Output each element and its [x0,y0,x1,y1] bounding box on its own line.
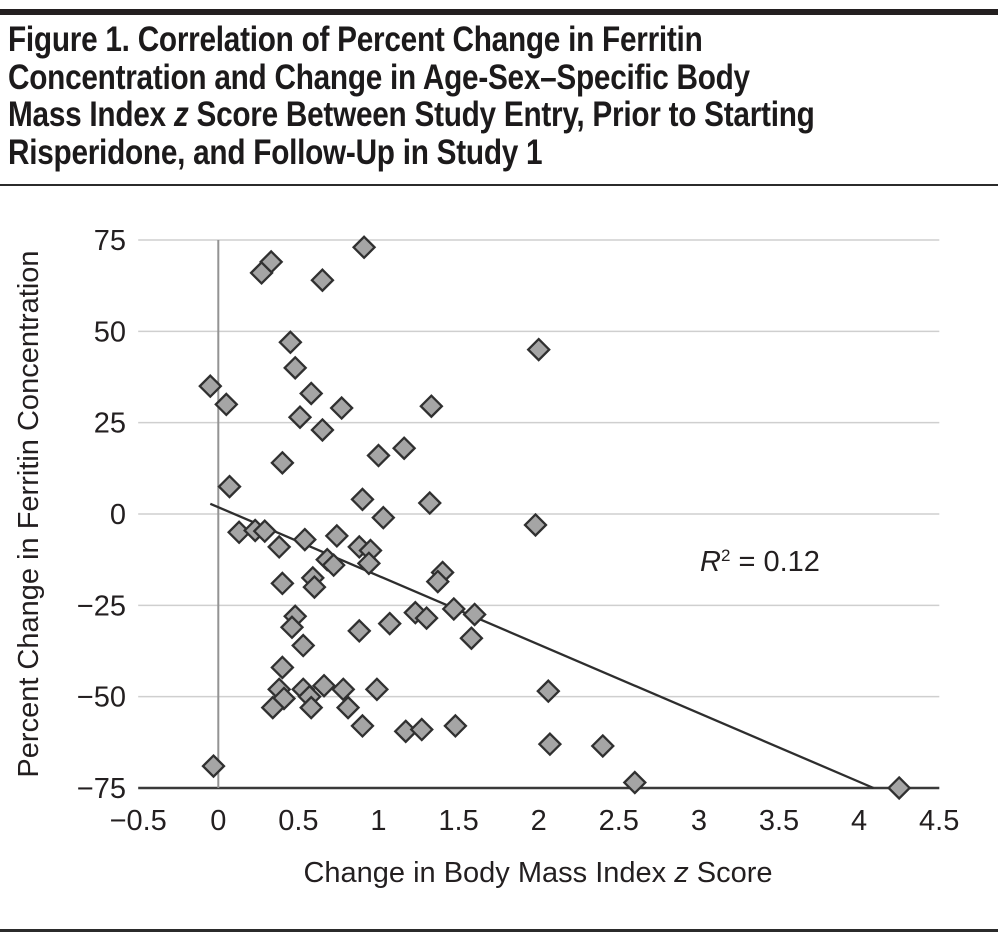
data-point [371,505,396,530]
data-point [419,394,444,419]
data-point [299,381,324,406]
y-tick-label: −25 [77,590,126,622]
data-point [331,677,356,702]
data-point [278,330,303,355]
y-tick-label: 25 [94,408,126,440]
data-point [217,474,242,499]
title-line: Concentration and Change in Age-Sex–Spec… [8,57,750,97]
data-point [299,695,324,720]
data-point [526,337,551,362]
data-point [329,395,354,421]
y-tick-label: 0 [110,499,126,531]
top-rule [0,9,998,15]
data-point [523,512,548,538]
footer-rule [0,929,998,932]
header-rule [0,184,998,186]
data-point [377,611,402,636]
data-point [260,695,285,720]
y-tick-label: 50 [94,316,126,348]
title-text: Mass Index [8,95,174,134]
data-point [310,268,335,293]
data-point [267,534,292,560]
x-tick-label: 0 [210,805,226,837]
x-tick-label: 2.5 [599,805,639,837]
data-point [350,487,375,512]
x-tick-label: 1.5 [438,805,478,837]
data-point [392,436,417,461]
data-point [321,553,346,578]
title-line: Figure 1. Correlation of Percent Change … [8,20,703,59]
data-point [201,753,226,779]
title-italic-z: z [173,95,189,134]
data-point [279,615,305,640]
x-tick-label: 3 [691,805,707,837]
data-point [291,633,316,658]
data-point [351,235,377,260]
data-point [311,673,337,698]
data-point [249,260,274,286]
r-squared-annotation: R2 = 0.12 [700,546,820,578]
data-point [459,626,484,651]
data-point [283,355,308,380]
data-point [347,618,372,644]
data-point [443,713,468,739]
data-point [214,392,239,417]
data-point [324,523,349,549]
title-text: Score Between Study Entry, Prior to Star… [188,95,815,134]
trend-line [209,502,874,790]
data-point [887,775,912,801]
data-point [350,713,375,739]
y-tick-label: −75 [77,773,126,805]
data-point [252,519,277,544]
title-line: Mass Index z Score Between Study Entry, … [8,96,998,134]
x-tick-label: 4 [851,805,867,837]
x-tick-label: 2 [531,805,547,837]
data-point [270,655,295,680]
data-point [366,443,391,468]
data-point [302,574,327,600]
data-point [287,405,313,430]
x-tick-label: −0.5 [110,805,167,837]
y-axis-title: Percent Change in Ferritin Concentration [13,250,45,777]
data-point [409,717,434,742]
x-tick-label: 3.5 [759,805,799,837]
data-point [271,686,297,711]
data-point [270,571,295,596]
y-tick-label: 75 [94,225,126,257]
x-axis-title: Change in Body Mass Index z Score [303,857,772,889]
data-point [590,733,615,759]
data-point [364,677,390,702]
data-point [292,527,317,552]
data-point [356,551,382,576]
data-point [417,490,442,516]
x-tick-label: 1 [370,805,386,837]
data-point [441,596,466,622]
data-point [462,602,487,627]
data-point [310,417,335,443]
data-point [414,605,439,631]
data-point [270,450,295,475]
y-tick-label: −50 [77,682,126,714]
figure-title: Figure 1. Correlation of Percent Change … [8,21,998,171]
data-point [335,695,361,720]
data-point [622,770,647,795]
x-tick-label: 0.5 [278,805,318,837]
x-tick-label: 4.5 [919,805,959,837]
data-point [425,569,450,594]
data-point [537,732,563,757]
data-point [198,374,223,399]
title-line: Risperidone, and Follow-Up in Study 1 [8,132,543,172]
data-point [536,679,561,704]
